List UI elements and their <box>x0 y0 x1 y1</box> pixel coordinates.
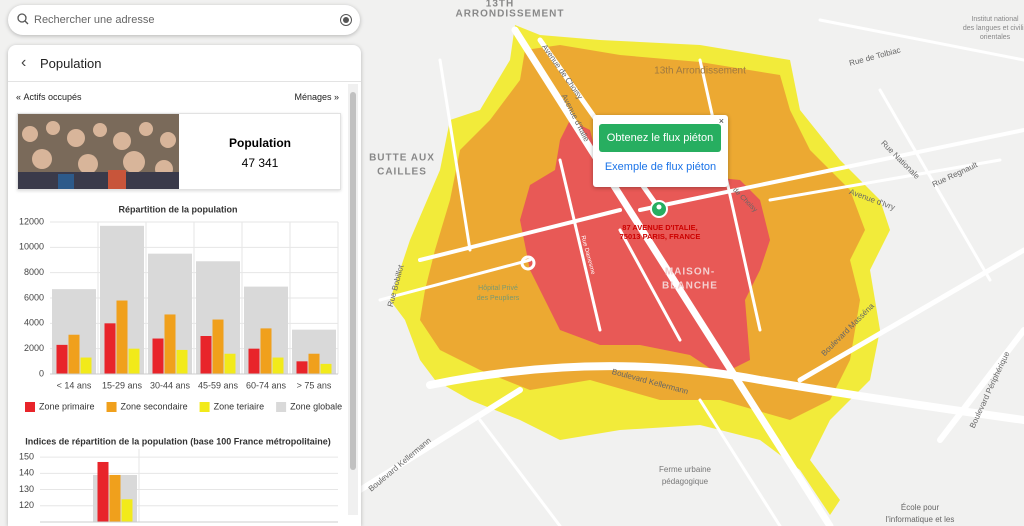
map-label: Institut national <box>971 16 1019 23</box>
bar <box>109 474 121 522</box>
y-tick-label: 10000 <box>19 242 44 252</box>
map-label: MAISON- <box>665 267 715 278</box>
bar <box>320 363 332 374</box>
bar <box>224 353 236 374</box>
y-tick-label: 120 <box>19 500 34 510</box>
scrollbar-thumb[interactable] <box>350 92 356 470</box>
nav-previous-label: Actifs occupés <box>23 92 82 102</box>
search-box[interactable]: Rechercher une adresse <box>8 5 360 35</box>
chart-title: Indices de répartition de la population … <box>25 436 331 446</box>
nav-next[interactable]: Ménages » <box>294 92 339 102</box>
map-label: Hôpital Privé <box>478 285 518 292</box>
x-tick-label: > 75 ans <box>297 380 332 390</box>
bar <box>152 338 164 374</box>
y-tick-label: 150 <box>19 451 34 461</box>
map-label: des Peupliers <box>477 295 520 302</box>
legend-swatch <box>276 402 287 412</box>
legend-swatch <box>106 402 117 412</box>
bar <box>212 319 224 374</box>
flux-button[interactable]: Obtenez le flux piéton <box>599 124 721 152</box>
map-label: orientales <box>980 34 1011 41</box>
map-label: des langues et civilis <box>963 25 1024 32</box>
side-panel: ‹ Population « Actifs occupés Ménages » … <box>8 45 361 526</box>
bar <box>248 348 260 374</box>
divider <box>8 81 361 82</box>
map-label: BUTTE AUX <box>369 153 435 164</box>
bar <box>80 357 92 374</box>
flux-example-link[interactable]: Exemple de flux piéton <box>604 161 717 173</box>
bar <box>97 461 109 522</box>
legend-label: Zone primaire <box>39 401 95 411</box>
marker-address: 75013 PARIS, FRANCE <box>620 232 701 241</box>
charts: Répartition de la population 0 2000 4000 600… <box>19 84 358 523</box>
bar <box>68 334 80 374</box>
marker-address: 87 AVENUE D'ITALIE, <box>622 223 697 232</box>
y-tick-label: 0 <box>39 368 44 378</box>
bar <box>260 328 272 374</box>
population-card: Population 47 341 <box>17 113 341 190</box>
popup-close[interactable]: × <box>718 116 724 126</box>
bar <box>128 348 140 374</box>
card-title: Population <box>229 136 291 150</box>
y-tick-label: 8000 <box>24 267 44 277</box>
bar <box>200 336 212 374</box>
legend-swatch <box>199 402 210 412</box>
search-icon <box>17 13 29 25</box>
bar <box>121 499 133 522</box>
y-tick-label: 4000 <box>24 318 44 328</box>
nav-previous[interactable]: « Actifs occupés <box>16 92 82 102</box>
search-placeholder: Rechercher une adresse <box>34 14 155 26</box>
legend-swatch <box>25 402 35 412</box>
x-tick-label: < 14 ans <box>57 380 92 390</box>
bar <box>272 357 284 374</box>
x-tick-label: 45-59 ans <box>198 380 239 390</box>
map-label: Rue Regnault <box>931 160 980 189</box>
popup: × Obtenez le flux piéton Exemple de flux… <box>593 115 728 187</box>
legend-label: Zone teriaire <box>214 401 265 411</box>
y-tick-label: 6000 <box>24 292 44 302</box>
legend-label: Zone globale <box>290 401 342 411</box>
map-label: pédagogique <box>662 477 709 486</box>
bar <box>116 300 128 374</box>
map-label: École pour <box>901 503 940 512</box>
y-tick-label: 130 <box>19 484 34 494</box>
bar <box>296 361 308 374</box>
map-label: l'informatique et les <box>886 515 955 524</box>
bar <box>164 314 176 374</box>
x-tick-label: 30-44 ans <box>150 380 191 390</box>
roads <box>357 18 1024 526</box>
map-label: Boulevard Kellermann <box>367 436 433 493</box>
bar <box>56 344 68 374</box>
map-label: BLANCHE <box>662 281 718 292</box>
chart-title: Répartition de la population <box>119 204 238 214</box>
card-value: 47 341 <box>241 156 279 170</box>
bar <box>104 323 116 374</box>
map-label: 13th Arrondissement <box>654 66 746 77</box>
panel-title: Population <box>40 56 102 71</box>
map-label: CAILLES <box>377 167 427 178</box>
map-label: Ferme urbaine <box>659 465 712 474</box>
marker-dot <box>656 204 662 210</box>
y-tick-label: 2000 <box>24 343 44 353</box>
nav-next-label: Ménages <box>294 92 332 102</box>
map-label: Rue de Tolbiac <box>848 45 901 67</box>
bar <box>308 353 320 374</box>
bar <box>176 349 188 374</box>
back-button[interactable]: ‹ <box>21 54 27 71</box>
crowd-photo <box>18 114 179 189</box>
map-label: 13TH <box>486 0 514 10</box>
locate-icon[interactable] <box>338 5 354 35</box>
x-tick-label: 60-74 ans <box>246 380 287 390</box>
x-tick-label: 15-29 ans <box>102 380 143 390</box>
y-tick-label: 140 <box>19 468 34 478</box>
map-label: ARRONDISSEMENT <box>455 9 564 20</box>
legend-label: Zone secondaire <box>121 401 188 411</box>
y-tick-label: 12000 <box>19 216 44 226</box>
